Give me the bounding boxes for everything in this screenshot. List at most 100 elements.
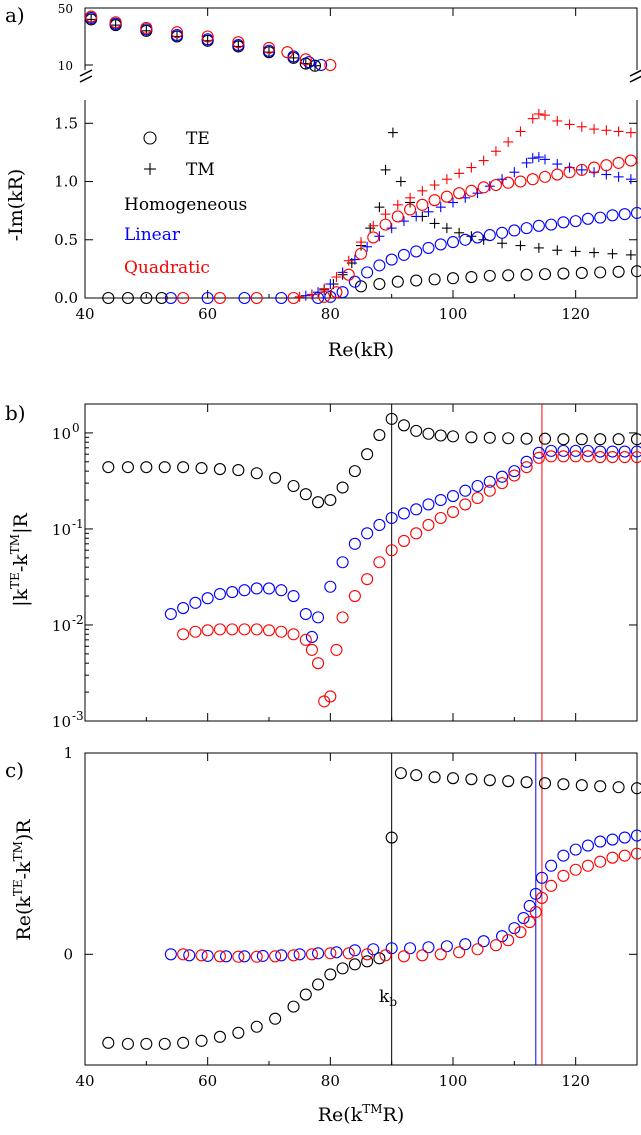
data-point — [441, 223, 452, 234]
data-point — [508, 465, 521, 478]
data-point — [606, 445, 619, 458]
data-point — [618, 208, 631, 221]
data-point — [410, 274, 423, 287]
y-tick-label: 0.0 — [54, 289, 78, 307]
data-point — [459, 498, 472, 511]
svg-text:|kTE-kTM|R: |kTE-kTM|R — [8, 512, 32, 606]
data-point — [324, 580, 337, 593]
data-point — [523, 899, 536, 913]
data-point — [588, 161, 601, 174]
data-point — [189, 625, 202, 638]
data-point — [213, 1030, 226, 1043]
data-point — [428, 194, 441, 207]
data-point — [330, 286, 343, 299]
data-point — [557, 450, 570, 463]
data-point — [232, 950, 245, 963]
data-point — [312, 657, 325, 670]
data-point — [299, 488, 312, 501]
data-point — [102, 1036, 115, 1049]
data-point — [594, 433, 607, 446]
data-point — [496, 477, 509, 490]
x-tick-label: 60 — [198, 1072, 217, 1090]
data-point — [343, 255, 354, 266]
data-point — [410, 503, 423, 516]
data-point — [213, 623, 226, 636]
panel-a: a) -Im(kR) Re(kR) 40 60 80 100 120 0.0 0.5 1.0… — [5, 2, 641, 361]
y-tick-label: 10 — [52, 521, 71, 539]
data-point — [489, 939, 502, 952]
data-point — [532, 219, 545, 232]
data-point — [385, 544, 398, 557]
y-tick-label: 0 — [63, 945, 73, 963]
data-point — [287, 590, 300, 603]
legend-te-marker — [143, 131, 157, 145]
data-point — [465, 184, 478, 197]
data-point — [348, 944, 361, 957]
data-point — [361, 955, 374, 968]
data-point — [213, 587, 226, 601]
data-point — [551, 168, 564, 181]
data-point — [373, 556, 386, 569]
data-point — [379, 218, 392, 231]
data-point — [423, 206, 434, 217]
data-point — [529, 887, 542, 900]
data-point — [392, 199, 403, 210]
data-point — [386, 223, 397, 234]
data-point — [85, 10, 98, 23]
data-point — [374, 231, 385, 242]
data-point — [434, 238, 447, 251]
data-point — [232, 464, 245, 477]
x-tick-label: 100 — [439, 1072, 468, 1090]
data-point — [404, 942, 417, 955]
data-point — [576, 164, 587, 175]
data-point — [238, 291, 251, 305]
data-point — [434, 493, 447, 507]
data-point — [527, 113, 538, 124]
data-point — [552, 245, 563, 256]
data-point — [385, 942, 398, 955]
data-point — [410, 527, 423, 540]
data-point — [607, 248, 618, 259]
data-point — [459, 484, 472, 497]
data-point — [287, 1000, 300, 1013]
data-point — [594, 835, 607, 848]
data-point — [373, 259, 386, 272]
data-point — [299, 53, 312, 66]
data-point — [428, 771, 441, 784]
data-point — [618, 451, 631, 464]
data-point — [478, 155, 489, 166]
data-point — [569, 450, 582, 463]
data-point — [502, 934, 515, 947]
data-point — [440, 190, 453, 203]
data-point — [624, 154, 637, 167]
data-point — [466, 162, 477, 173]
y-tick-label: 0.5 — [54, 231, 78, 249]
data-point — [575, 433, 588, 446]
data-point — [305, 630, 318, 644]
data-point — [575, 266, 588, 280]
data-point — [305, 948, 318, 961]
data-point — [606, 851, 619, 864]
data-point — [459, 938, 472, 951]
data-point — [354, 280, 368, 293]
data-point — [422, 427, 435, 440]
data-point — [397, 534, 410, 547]
panel-c: c) Re(kTE-kTM)R Re(kTMR) kb 40 60 80 100 120… — [5, 744, 641, 1126]
data-point — [416, 949, 429, 962]
data-point — [312, 496, 325, 509]
data-point — [269, 950, 282, 963]
data-point — [483, 431, 496, 444]
data-point — [300, 290, 311, 301]
data-point — [502, 269, 515, 282]
data-point — [434, 429, 447, 442]
y-tick-label: 50 — [58, 2, 73, 16]
data-point — [158, 1037, 171, 1050]
data-point — [348, 465, 361, 478]
data-point — [422, 498, 435, 511]
data-point — [581, 212, 594, 225]
panel-a-xticks: 40 60 80 100 120 — [75, 8, 638, 323]
data-point — [373, 952, 386, 965]
data-point — [397, 507, 410, 520]
data-point — [201, 592, 214, 605]
data-point — [177, 628, 190, 641]
